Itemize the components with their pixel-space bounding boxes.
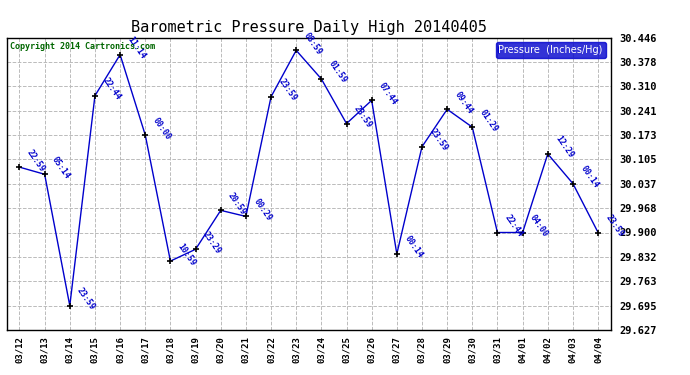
Text: 23:59: 23:59 — [352, 104, 374, 130]
Text: 00:14: 00:14 — [578, 164, 600, 190]
Text: 01:29: 01:29 — [478, 108, 500, 133]
Text: 22:44: 22:44 — [503, 213, 524, 238]
Text: 01:59: 01:59 — [327, 60, 348, 85]
Text: 04:00: 04:00 — [528, 213, 550, 238]
Text: 22:44: 22:44 — [101, 76, 122, 102]
Text: 10:59: 10:59 — [176, 242, 197, 267]
Text: 09:44: 09:44 — [453, 90, 475, 116]
Text: 05:14: 05:14 — [50, 155, 72, 180]
Text: 22:59: 22:59 — [25, 148, 47, 173]
Text: 23:59: 23:59 — [428, 127, 449, 153]
Text: 20:59: 20:59 — [226, 191, 248, 216]
Text: 12:29: 12:29 — [553, 135, 575, 160]
Text: 07:44: 07:44 — [377, 81, 399, 106]
Text: 11:14: 11:14 — [126, 35, 148, 61]
Text: 23:59: 23:59 — [604, 213, 625, 238]
Title: Barometric Pressure Daily High 20140405: Barometric Pressure Daily High 20140405 — [131, 20, 486, 35]
Text: 00:14: 00:14 — [402, 234, 424, 260]
Text: 00:00: 00:00 — [151, 116, 172, 141]
Text: 08:59: 08:59 — [302, 31, 324, 57]
Text: 23:29: 23:29 — [201, 230, 223, 255]
Text: Copyright 2014 Cartronics.com: Copyright 2014 Cartronics.com — [10, 42, 155, 51]
Legend: Pressure  (Inches/Hg): Pressure (Inches/Hg) — [495, 42, 606, 58]
Text: 00:29: 00:29 — [251, 197, 273, 223]
Text: 23:59: 23:59 — [75, 286, 97, 312]
Text: 23:59: 23:59 — [277, 77, 298, 103]
